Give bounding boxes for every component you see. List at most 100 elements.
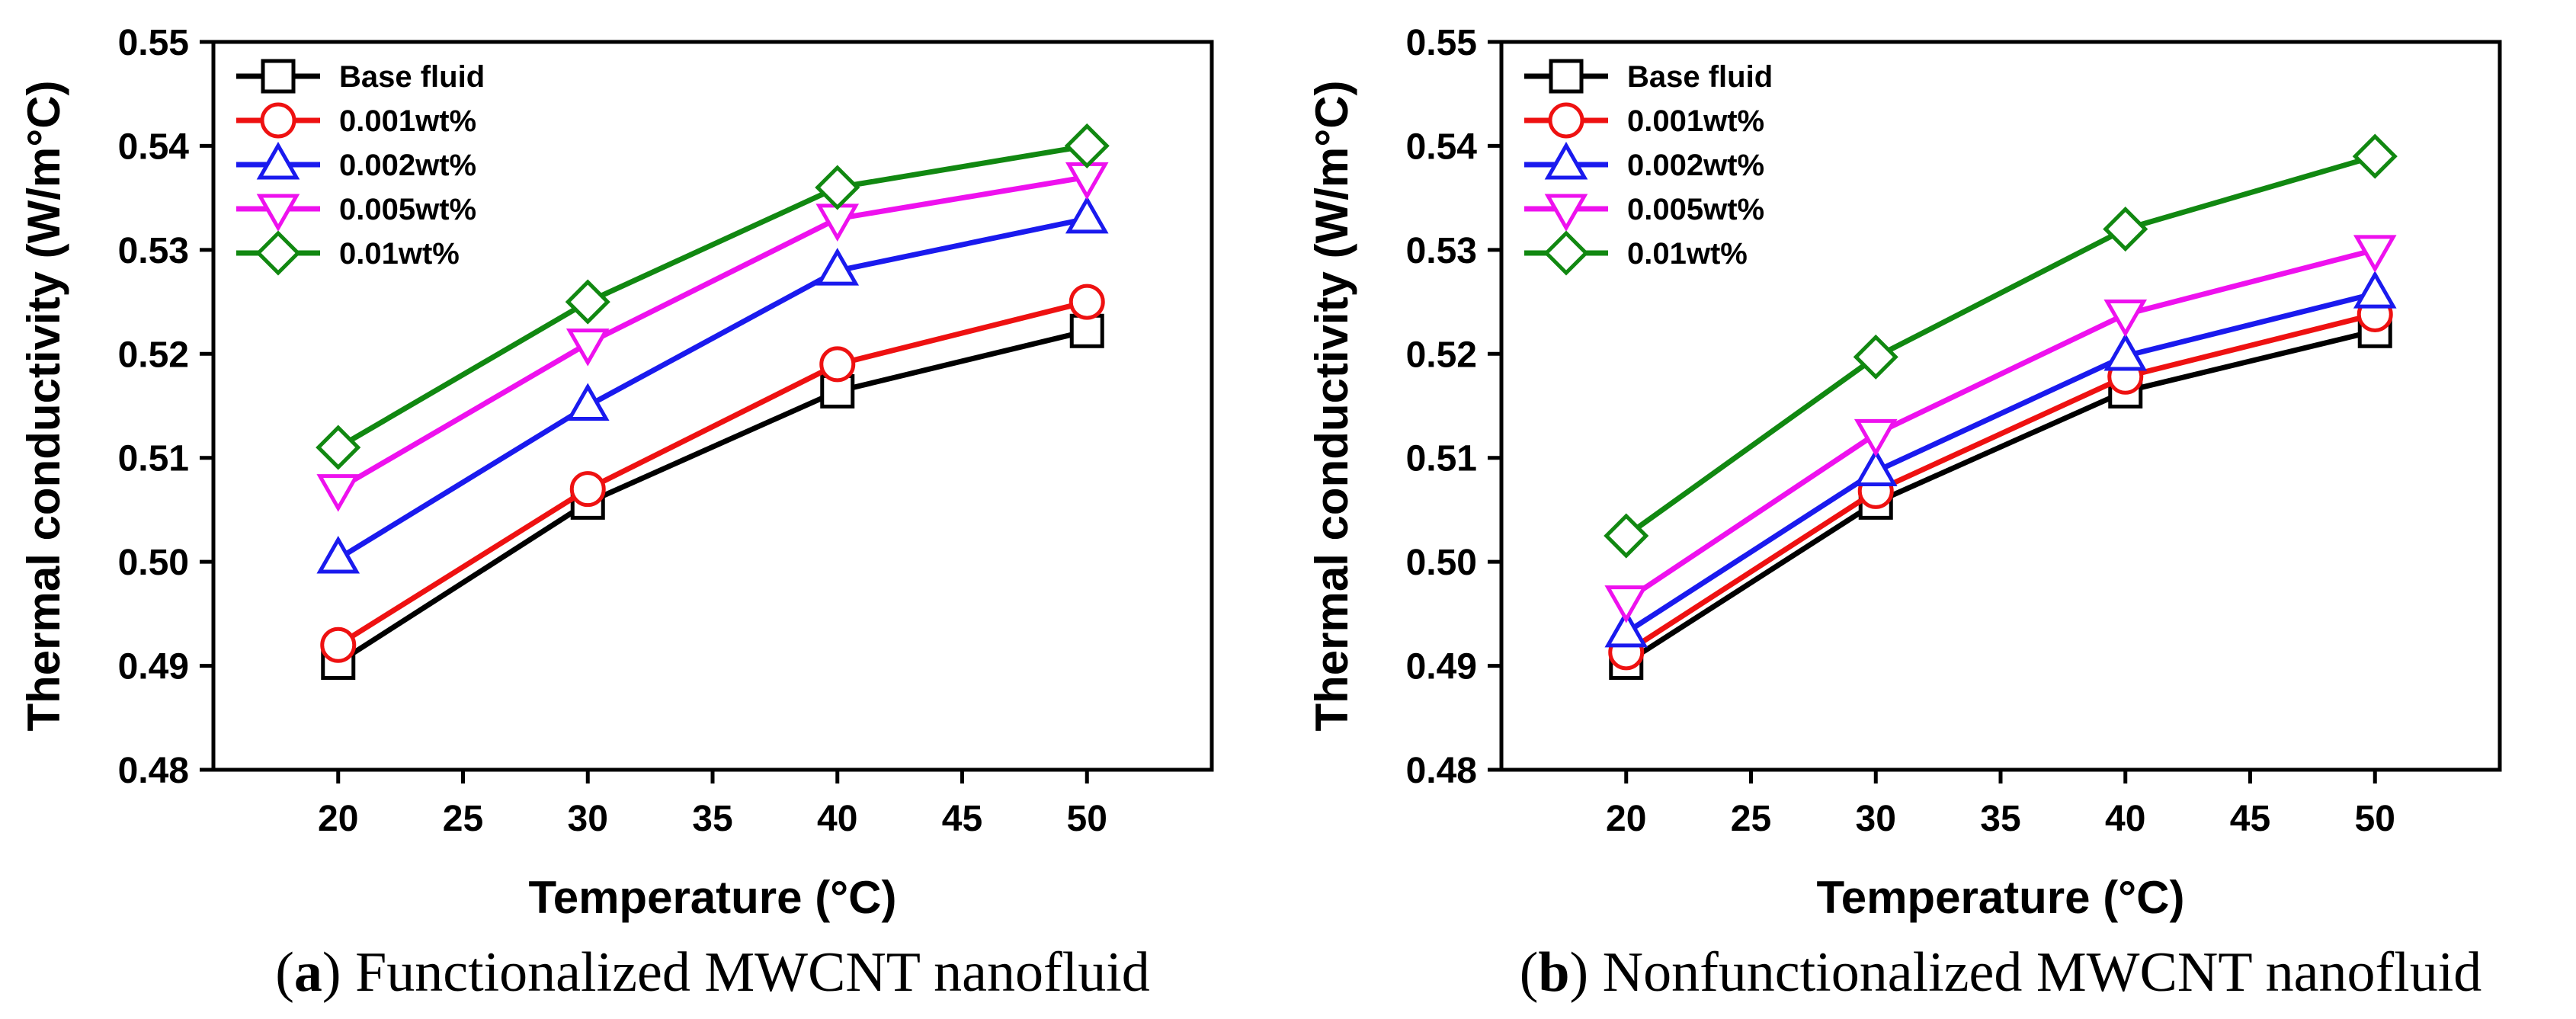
y-tick-label: 0.55 <box>1406 23 1477 63</box>
data-point <box>1069 313 1104 348</box>
data-point <box>1853 334 1898 380</box>
series-line <box>1624 312 2376 655</box>
x-tick-label: 30 <box>568 799 608 839</box>
legend-item: Base fluid <box>1524 59 1773 94</box>
y-tick-label: 0.48 <box>1406 751 1477 791</box>
x-tick-label: 20 <box>318 799 358 839</box>
legend: Base fluid 0.001wt% 0.002wt% 0.005wt% 0.01wt… <box>236 59 485 276</box>
series-line <box>1624 328 2376 665</box>
y-tick-label: 0.55 <box>118 23 189 63</box>
legend-marker <box>256 141 300 180</box>
series-3 <box>1604 235 2397 623</box>
series-line <box>1624 153 2376 538</box>
data-point <box>2103 299 2148 338</box>
chart-panel-a: 20 25 30 35 40 45 50 0.48 0.49 0.50 0.51 0.52 0.53 0.… <box>18 23 1214 1004</box>
data-point <box>815 248 860 286</box>
y-tick-label: 0.53 <box>1406 231 1477 271</box>
y-tick-label: 0.54 <box>1406 127 1478 167</box>
series-2 <box>316 195 1109 574</box>
data-point <box>1065 195 1109 234</box>
series-line <box>336 143 1088 450</box>
data-point <box>1854 418 1898 457</box>
legend-label: 0.01wt% <box>1627 237 1748 271</box>
series-4 <box>316 123 1110 470</box>
data-point <box>2103 207 2148 252</box>
legend-label: 0.001wt% <box>1627 104 1764 138</box>
series-0 <box>1609 313 2392 680</box>
series-4 <box>1604 133 2398 559</box>
y-tick-label: 0.53 <box>118 231 189 271</box>
legend-label: 0.001wt% <box>339 104 476 138</box>
legend-marker <box>255 230 301 276</box>
data-point <box>1604 609 1648 648</box>
data-point <box>566 383 610 421</box>
legend-label: 0.005wt% <box>1627 193 1764 226</box>
y-tick-label: 0.50 <box>118 543 189 583</box>
y-tick-label: 0.52 <box>118 335 189 375</box>
x-axis-title: Temperature (°C) <box>1817 872 2185 923</box>
caption-open-paren: ( <box>1520 941 1539 1004</box>
data-point <box>2353 235 2397 273</box>
legend-item: 0.001wt% <box>236 102 476 139</box>
x-tick-label: 40 <box>2105 799 2145 839</box>
caption-open-paren: ( <box>275 941 294 1004</box>
legend-item: 0.01wt% <box>1524 230 1748 276</box>
series-line <box>1624 247 2376 603</box>
legend-label: 0.01wt% <box>339 237 460 271</box>
x-tick-label: 25 <box>443 799 483 839</box>
x-axis-title: Temperature (°C) <box>529 872 897 923</box>
legend-label: 0.005wt% <box>339 193 476 226</box>
data-point <box>320 626 357 663</box>
data-point <box>316 425 361 470</box>
data-point <box>1604 585 1648 623</box>
caption-text: Nonfunctionalized MWCNT nanofluid <box>1603 941 2482 1004</box>
legend-marker <box>261 59 296 94</box>
caption-close-paren: ) <box>1570 941 1603 1004</box>
caption-letter: a <box>294 941 322 1004</box>
legend-item: 0.01wt% <box>236 230 460 276</box>
y-tick-label: 0.51 <box>118 439 189 479</box>
legend-marker <box>1544 194 1588 232</box>
data-point <box>316 474 360 512</box>
data-point <box>1064 123 1110 168</box>
series-line <box>1624 290 2376 635</box>
x-tick-label: 20 <box>1606 799 1646 839</box>
series-2 <box>1604 271 2397 648</box>
data-point <box>2353 271 2397 309</box>
series-line <box>336 174 1088 492</box>
data-point <box>819 346 856 383</box>
data-point <box>2352 133 2398 179</box>
panel-caption: (b) Nonfunctionalized MWCNT nanofluid <box>1520 941 2482 1004</box>
data-point <box>566 328 610 367</box>
x-tick-label: 35 <box>692 799 732 839</box>
data-point <box>565 279 610 325</box>
x-tick-label: 25 <box>1731 799 1771 839</box>
data-point <box>1604 513 1649 559</box>
y-axis-title: Thermal conductivity (W/m°C) <box>18 80 69 731</box>
legend-label: Base fluid <box>339 60 485 94</box>
y-tick-label: 0.48 <box>118 751 189 791</box>
series-line <box>336 299 1088 648</box>
series-1 <box>320 284 1105 663</box>
legend-marker <box>1548 102 1584 139</box>
x-tick-label: 40 <box>817 799 857 839</box>
data-point <box>316 536 360 574</box>
legend-item: Base fluid <box>236 59 485 94</box>
series-3 <box>316 162 1109 512</box>
legend-label: Base fluid <box>1627 60 1773 94</box>
legend-item: 0.002wt% <box>236 141 476 182</box>
legend-item: 0.001wt% <box>1524 102 1764 139</box>
panel-caption: (a) Functionalized MWCNT nanofluid <box>275 941 1150 1004</box>
y-tick-label: 0.51 <box>1406 439 1477 479</box>
caption-letter: b <box>1538 941 1569 1004</box>
legend-label: 0.002wt% <box>339 149 476 182</box>
x-tick-label: 50 <box>1067 799 1107 839</box>
data-point <box>2103 332 2148 371</box>
data-point <box>815 203 860 242</box>
x-tick-label: 50 <box>2355 799 2395 839</box>
x-tick-label: 45 <box>942 799 982 839</box>
legend-item: 0.002wt% <box>1524 141 1764 182</box>
y-tick-label: 0.49 <box>118 647 189 687</box>
legend-item: 0.005wt% <box>1524 193 1764 232</box>
